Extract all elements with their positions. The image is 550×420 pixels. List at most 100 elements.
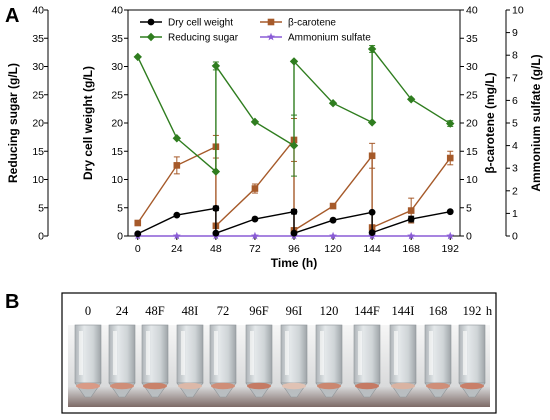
dry-cell-weight-point [329, 216, 337, 224]
tube-body [108, 324, 136, 384]
tube-body [74, 324, 102, 384]
ammonium-sulfate-tick-label: 10 [512, 5, 524, 17]
legend-label-ammonium-sulfate: Ammonium sulfate [288, 33, 371, 44]
dry-cell-weight-point [368, 208, 376, 216]
reducing-sugar-tick-label: 15 [32, 146, 44, 158]
time-unit-label: h [486, 304, 493, 318]
reducing-sugar-point [446, 119, 455, 128]
beta-carotene-tick-label: 35 [466, 33, 478, 45]
tube-pellet [178, 382, 202, 390]
tube-label: 120 [320, 304, 339, 318]
dry-cell-weight-tick-label: 15 [111, 146, 123, 158]
ammonium-sulfate-tick-label: 8 [512, 50, 518, 62]
tube-highlight [394, 331, 398, 375]
ammonium-sulfate-tick-label: 3 [512, 163, 518, 175]
beta-carotene-tick-label: 10 [466, 174, 478, 186]
tube-label: 48F [145, 304, 165, 318]
beta-carotene-tick-label: 25 [466, 89, 478, 101]
x-tick-label: 120 [324, 243, 342, 255]
x-tick-label: 72 [249, 243, 261, 255]
beta-carotene-tick-label: 5 [466, 202, 472, 214]
tube-pellet [355, 382, 379, 390]
dry-cell-weight-tick-label: 10 [111, 174, 123, 186]
x-tick-label: 0 [135, 243, 141, 255]
ammonium-sulfate-point [407, 231, 416, 240]
reducing-sugar-axis-title: Reducing sugar (g/L) [6, 63, 20, 183]
reducing-sugar-series [133, 44, 455, 177]
tube-pellet [460, 382, 484, 390]
beta-carotene-point [173, 162, 181, 169]
beta-carotene-point [368, 152, 376, 160]
reducing-sugar-tick-label: 5 [38, 202, 44, 214]
tube-label: 72 [217, 304, 230, 318]
beta-carotene-tick-label: 30 [466, 61, 478, 73]
beta-carotene-point [407, 207, 415, 214]
ammonium-sulfate-axis-title: Ammonium sulfate (g/L) [529, 54, 543, 191]
reducing-sugar-tick-label: 30 [32, 61, 44, 73]
tube-highlight [79, 331, 83, 375]
tube-pellet [247, 382, 271, 390]
tube-body [458, 324, 486, 384]
tube-body [280, 324, 308, 384]
tube-highlight [214, 331, 218, 375]
beta-carotene-point [251, 185, 259, 192]
dry-cell-weight-point [368, 229, 376, 237]
ammonium-sulfate-tick-label: 9 [512, 27, 518, 39]
tube-body [209, 324, 237, 384]
dry-cell-weight-point [407, 215, 415, 223]
tube-pellet [110, 382, 134, 390]
beta-carotene-point [446, 154, 454, 162]
beta-carotene-tick-label: 0 [466, 231, 472, 243]
legend-label-dry-cell-weight: Dry cell weight [168, 18, 233, 29]
tube-body [424, 324, 452, 384]
reducing-sugar-line [137, 56, 217, 173]
tube-label: 144F [354, 304, 380, 318]
tube-pellet [143, 382, 167, 390]
beta-carotene-axis-title: β-carotene (mg/L) [483, 72, 497, 173]
dry-cell-weight-point [212, 229, 220, 237]
reducing-sugar-point [211, 167, 221, 176]
tube-label: 96F [249, 304, 269, 318]
tube-highlight [181, 331, 185, 375]
dry-cell-weight-series [134, 204, 454, 238]
reducing-sugar-tick-label: 25 [32, 89, 44, 101]
tube-highlight [250, 331, 254, 375]
reducing-sugar-tick-label: 20 [32, 118, 44, 130]
reducing-sugar-tick-label: 35 [32, 33, 44, 45]
tube-pellet [426, 382, 450, 390]
ammonium-sulfate-tick-label: 6 [512, 95, 518, 107]
tube-highlight [285, 331, 289, 375]
reducing-sugar-point [367, 44, 377, 54]
ammonium-sulfate-tick-label: 0 [512, 231, 518, 243]
reducing-sugar-point [406, 95, 416, 104]
x-tick-label: 24 [171, 243, 183, 255]
tube-pellet [391, 382, 415, 390]
x-tick-label: 96 [288, 243, 300, 255]
tube-highlight [429, 331, 433, 375]
reducing-sugar-tick-label: 40 [32, 5, 44, 17]
beta-carotene-tick-label: 20 [466, 118, 478, 130]
ammonium-sulfate-point [172, 231, 181, 240]
ammonium-sulfate-tick-label: 2 [512, 185, 518, 197]
reducing-sugar-point [172, 134, 182, 143]
tube-body [141, 324, 169, 384]
legend-marker-reducing-sugar [146, 32, 156, 42]
dry-cell-weight-tick-label: 5 [117, 202, 123, 214]
x-axis-title: Time (h) [271, 256, 317, 270]
tube-body [315, 324, 343, 384]
tube-label: 192 [463, 304, 482, 318]
beta-carotene-point [134, 219, 142, 227]
reducing-sugar-point [328, 99, 338, 108]
ammonium-sulfate-point [329, 231, 338, 240]
dry-cell-weight-point [134, 230, 142, 238]
tube-body [353, 324, 381, 384]
legend: Dry cell weight β-carotene Reducing sugar A… [140, 18, 371, 44]
dry-cell-weight-axis-title: Dry cell weight (g/L) [81, 66, 95, 180]
dry-cell-weight-point [290, 229, 298, 237]
dry-cell-weight-point [446, 208, 454, 216]
legend-marker-dry-cell-weight [147, 18, 155, 26]
photo-background [68, 325, 490, 407]
x-tick-label: 168 [402, 243, 420, 255]
dry-cell-weight-tick-label: 20 [111, 118, 123, 130]
